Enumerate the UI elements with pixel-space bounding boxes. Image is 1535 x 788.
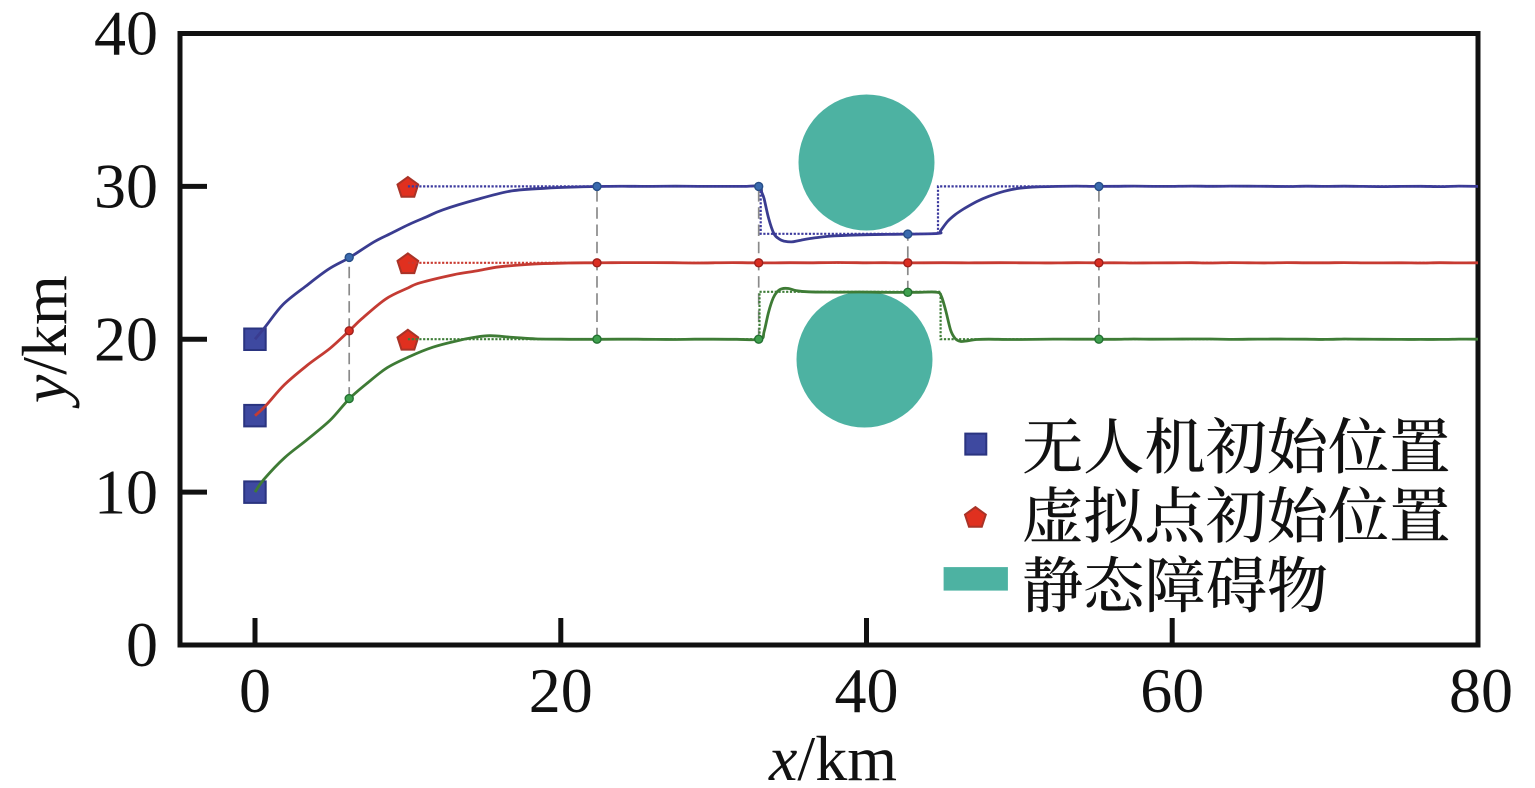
svg-text:0: 0: [239, 655, 271, 726]
svg-text:20: 20: [529, 655, 593, 726]
svg-text:10: 10: [94, 456, 158, 527]
svg-text:x/km: x/km: [768, 723, 897, 788]
svg-text:30: 30: [94, 151, 158, 222]
svg-text:60: 60: [1140, 655, 1204, 726]
svg-text:20: 20: [94, 303, 158, 374]
svg-text:40: 40: [94, 0, 158, 69]
svg-text:y/km: y/km: [9, 275, 80, 409]
svg-text:0: 0: [126, 609, 158, 680]
svg-text:80: 80: [1449, 655, 1513, 726]
svg-text:40: 40: [835, 655, 899, 726]
